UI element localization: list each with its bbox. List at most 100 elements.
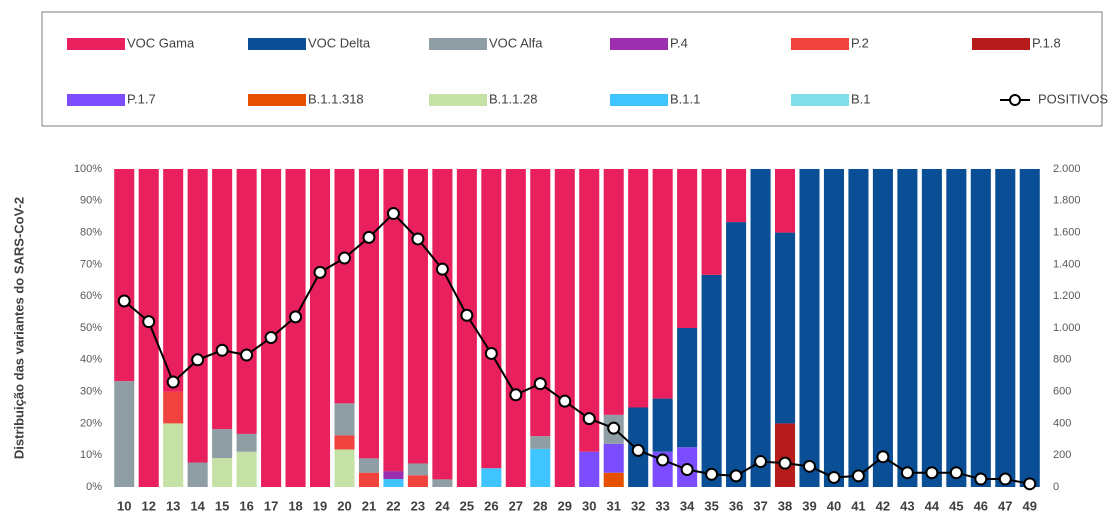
x-tick-label: 43 <box>900 498 914 513</box>
y2-tick-label: 1.600 <box>1053 227 1081 239</box>
bar-segment <box>652 169 673 399</box>
bar-segment <box>774 423 796 487</box>
x-tick-label: 38 <box>778 498 792 513</box>
x-tick-label: 18 <box>288 498 302 513</box>
line-marker <box>362 230 376 244</box>
line-marker <box>411 232 425 246</box>
legend-label: B.1.1.28 <box>489 91 537 106</box>
y2-tick-label: 200 <box>1053 449 1071 461</box>
line-marker <box>705 467 719 481</box>
line-marker <box>558 394 572 408</box>
bar-segment <box>383 169 404 472</box>
line-marker <box>803 459 816 473</box>
legend-swatch <box>610 94 668 106</box>
y2-tick-label: 1.800 <box>1053 195 1081 207</box>
y2-tick-label: 1.200 <box>1053 290 1081 302</box>
x-tick-label: 28 <box>533 498 547 513</box>
line-marker <box>582 412 596 426</box>
bar-segment <box>358 169 380 459</box>
bar-segment <box>407 463 428 476</box>
x-tick-label: 49 <box>1023 498 1037 513</box>
bar-segment <box>432 169 453 480</box>
x-tick-label: 36 <box>729 498 743 513</box>
line-marker <box>900 466 914 480</box>
x-tick-label: 20 <box>337 498 351 513</box>
y-tick-label: 10% <box>80 449 102 461</box>
bar-segment <box>236 451 257 487</box>
bar-segment <box>628 169 649 408</box>
bar-segment <box>334 449 355 487</box>
x-tick-label: 45 <box>949 498 963 513</box>
legend-swatch <box>248 94 306 106</box>
bar-segment <box>163 169 184 392</box>
y2-tick-label: 800 <box>1053 354 1071 366</box>
bar-segment <box>921 169 942 487</box>
bar-segment <box>334 435 355 450</box>
line-marker <box>240 348 254 362</box>
bar-segment <box>530 448 551 487</box>
bar-segment <box>212 429 233 459</box>
bar-segment <box>652 398 673 452</box>
bar-segment <box>995 169 1016 487</box>
x-tick-label: 22 <box>386 498 400 513</box>
bar-segment <box>187 462 208 487</box>
line-marker <box>876 450 890 464</box>
y-tick-label: 30% <box>80 386 102 398</box>
bar-segment <box>236 433 257 452</box>
bar-segment <box>603 472 624 487</box>
line-marker <box>264 331 278 345</box>
bar-segment <box>677 169 698 328</box>
legend-label: P.1.7 <box>127 91 156 106</box>
x-tick-label: 37 <box>753 498 767 513</box>
bar-segment <box>530 436 551 449</box>
y2-tick-label: 2.000 <box>1053 163 1081 175</box>
legend-swatch <box>972 38 1030 50</box>
bar-segment <box>848 169 869 487</box>
line-marker <box>509 388 523 402</box>
x-tick-label: 44 <box>925 498 940 513</box>
legend-label: B.1.1 <box>670 91 700 106</box>
line-marker <box>191 353 205 367</box>
bar-segment <box>774 169 796 233</box>
legend-label: VOC Alfa <box>489 35 543 50</box>
line-marker <box>533 377 547 391</box>
line-marker <box>656 453 670 467</box>
y-tick-label: 60% <box>80 290 102 302</box>
x-tick-label: 34 <box>680 498 695 513</box>
y-tick-label: 0% <box>86 481 102 493</box>
y-tick-label: 40% <box>80 354 102 366</box>
x-tick-label: 13 <box>166 498 180 513</box>
legend-swatch <box>791 94 849 106</box>
line-marker <box>729 469 743 483</box>
line-marker <box>949 466 963 480</box>
y2-tick-label: 0 <box>1053 481 1059 493</box>
x-tick-label: 41 <box>851 498 865 513</box>
x-tick-label: 33 <box>655 498 669 513</box>
legend-label: B.1 <box>851 91 871 106</box>
x-tick-label: 46 <box>974 498 988 513</box>
line-marker <box>435 262 449 276</box>
x-tick-label: 31 <box>606 498 620 513</box>
bar-segment <box>163 423 184 487</box>
bar-segment <box>334 403 355 436</box>
legend-swatch <box>248 38 306 50</box>
bar-segment <box>114 169 135 382</box>
bar-segment <box>872 169 893 487</box>
line-marker <box>215 343 229 357</box>
bar-segment <box>726 169 747 223</box>
legend-label: VOC Delta <box>308 35 371 50</box>
line-marker <box>974 472 988 486</box>
line-marker <box>386 207 400 221</box>
x-tick-label: 10 <box>117 498 131 513</box>
bar-segment <box>358 458 380 473</box>
legend-label: B.1.1.318 <box>308 91 364 106</box>
bar-segment <box>383 479 404 487</box>
bar-segment <box>212 458 233 487</box>
bar-segment <box>1019 169 1040 487</box>
bar-segment <box>946 169 967 487</box>
bar-segment <box>407 475 428 487</box>
bar-segment <box>407 169 428 464</box>
x-tick-label: 25 <box>460 498 474 513</box>
line-marker <box>827 470 841 484</box>
